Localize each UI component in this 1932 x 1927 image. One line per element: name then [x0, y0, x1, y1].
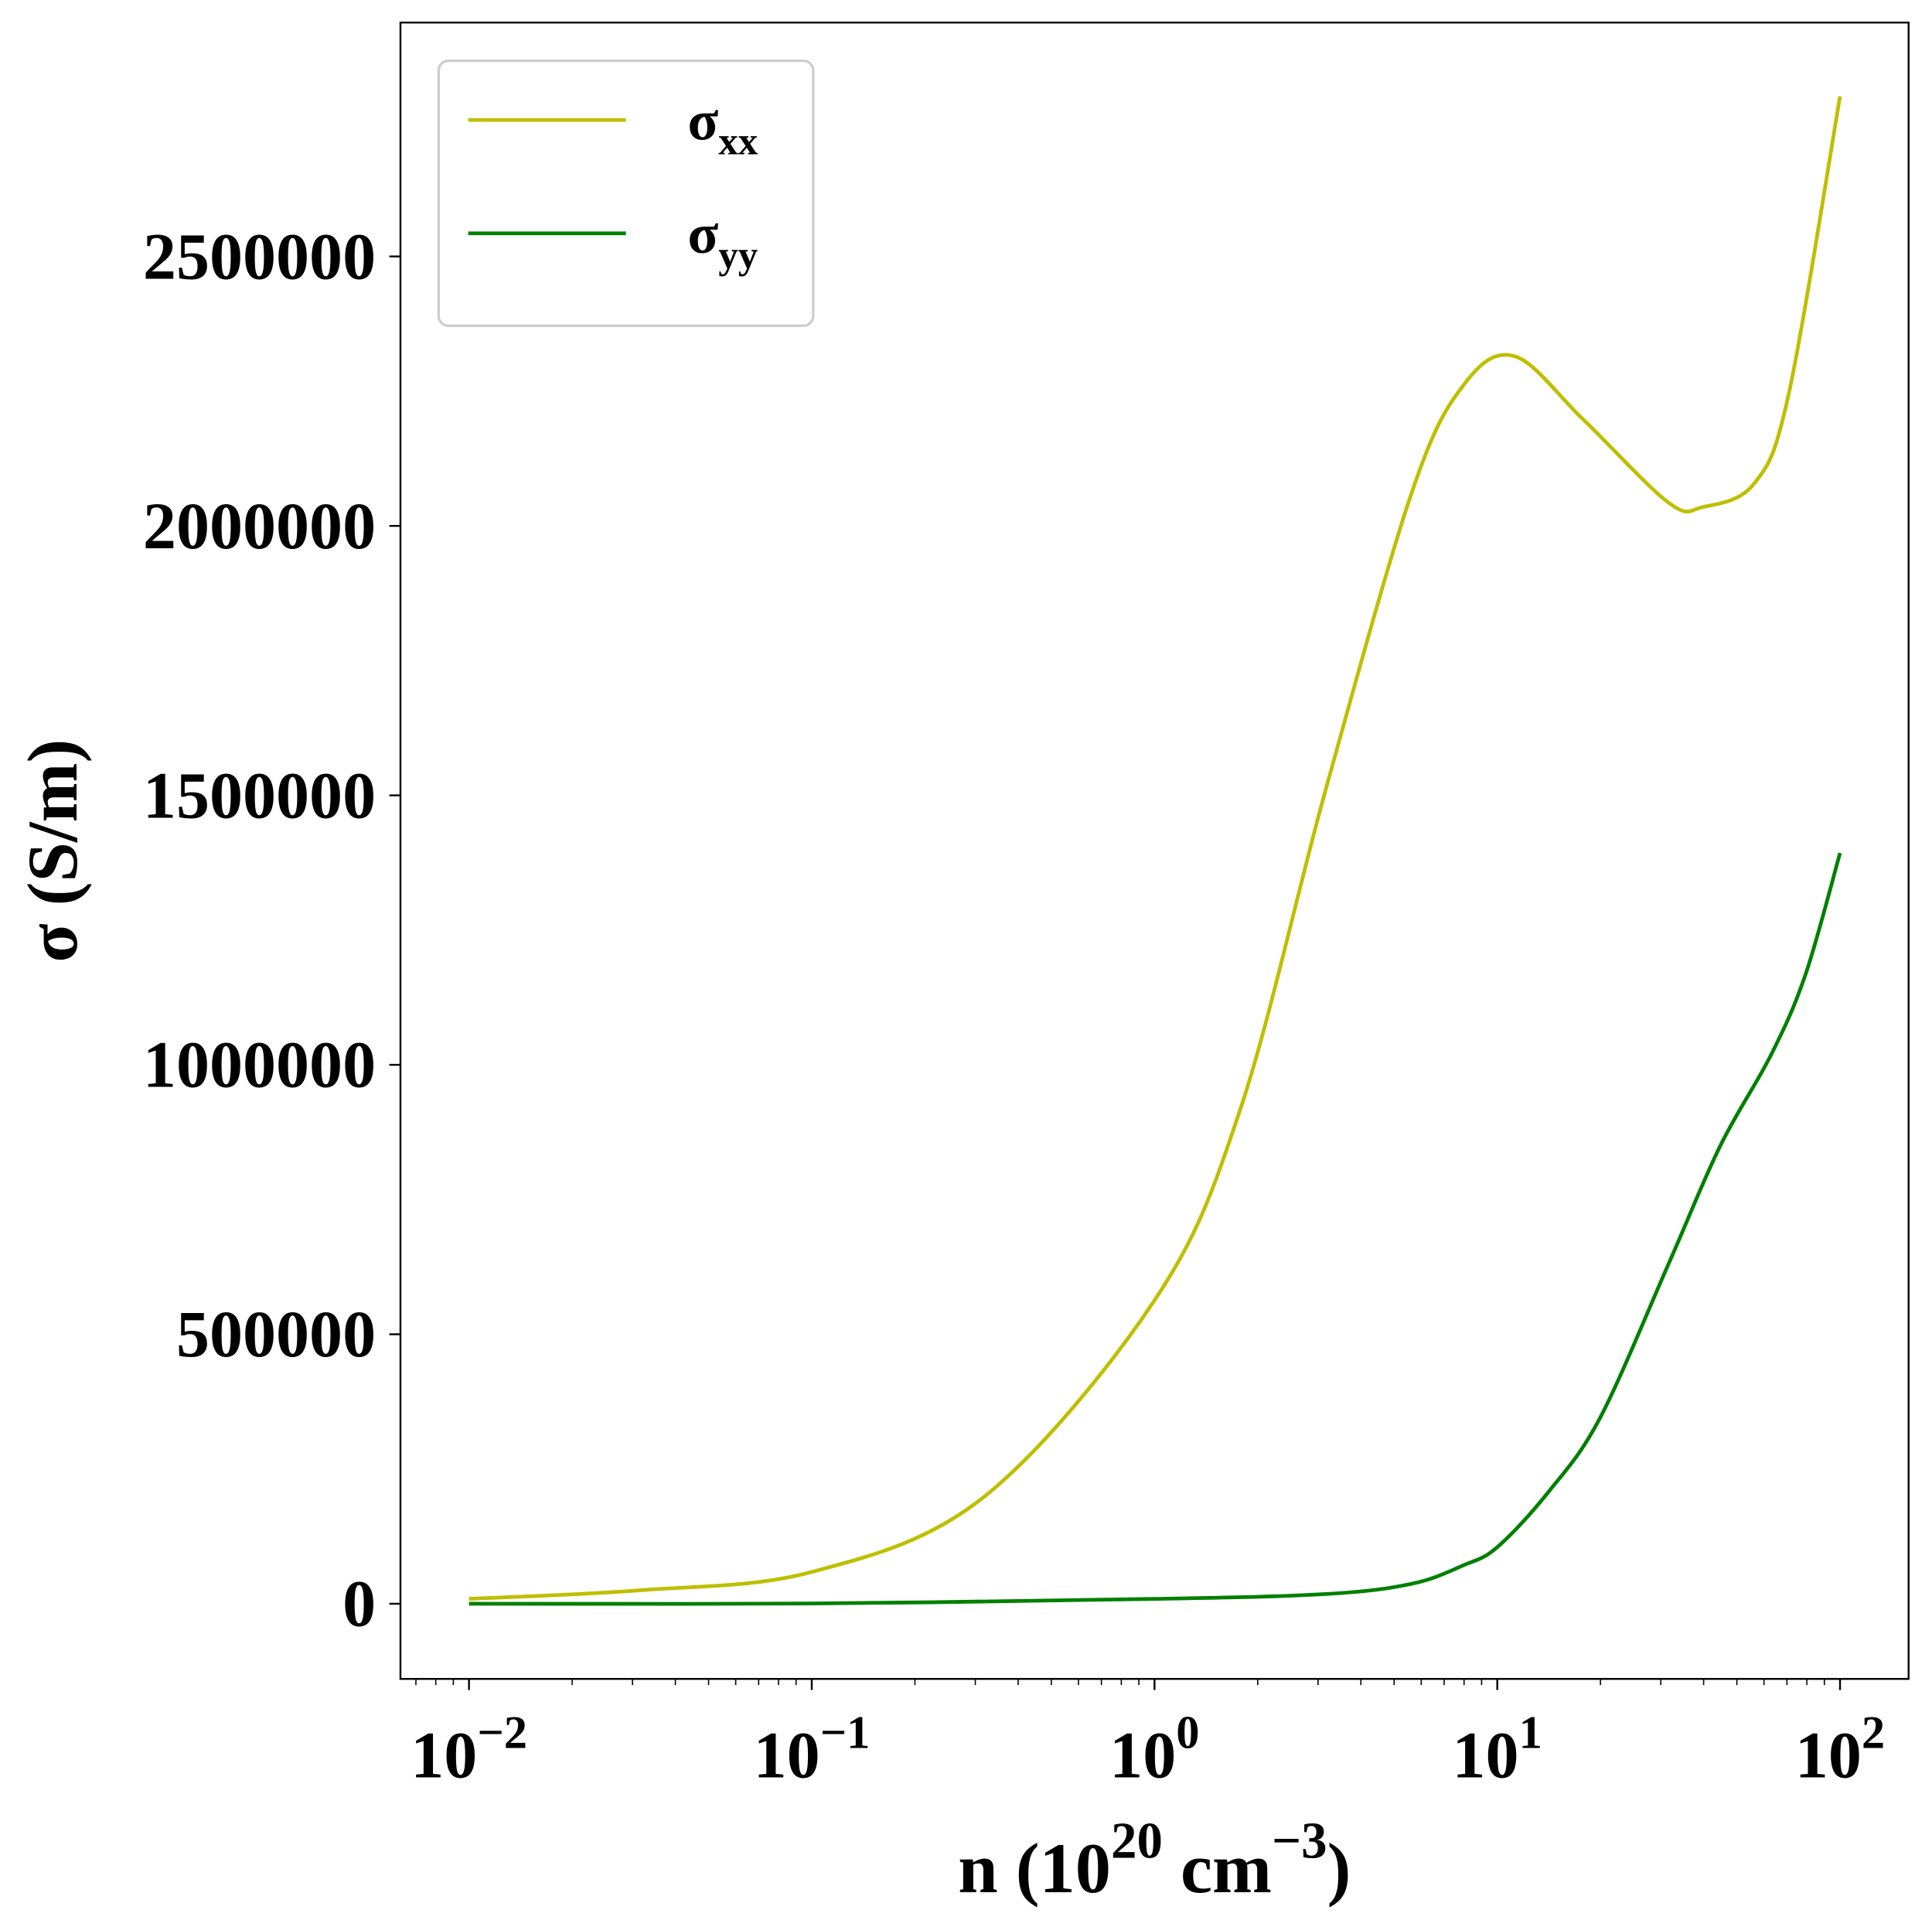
series-line-sigma-xx	[469, 96, 1842, 1601]
x-tick-exponent: 2	[1862, 1707, 1885, 1758]
y-tick-label: 500000	[176, 1297, 376, 1371]
y-tick-label: 0	[342, 1567, 376, 1641]
y-axis-label: σ (S/m)	[13, 739, 92, 963]
x-tick-base: 10	[1453, 1718, 1519, 1792]
x-tick-label: 101	[1453, 1707, 1542, 1792]
x-tick-label: 100	[1109, 1707, 1199, 1792]
y-tick-label: 1000000	[143, 1028, 376, 1102]
x-tick-exponent: 1	[1519, 1707, 1542, 1758]
y-tick-label: 1500000	[143, 758, 376, 832]
x-tick-label: 10−2	[411, 1707, 527, 1792]
x-tick-label: 102	[1795, 1707, 1885, 1792]
x-tick-label: 10−1	[754, 1707, 871, 1792]
series-lines	[469, 96, 1842, 1606]
y-tick-label: 2500000	[143, 219, 376, 293]
y-tick-label: 2000000	[143, 489, 376, 563]
series-line-sigma-yy	[469, 852, 1842, 1606]
legend-box	[437, 59, 815, 327]
x-axis-label: n (1020 cm−3)	[958, 1812, 1351, 1908]
legend-label-sigma-yy: σyy	[687, 203, 758, 277]
x-tick-base: 10	[1795, 1718, 1862, 1792]
x-tick-exponent: −1	[820, 1707, 871, 1758]
legend-label-sigma-xx: σxx	[687, 90, 758, 164]
legend: σxx σyy	[437, 59, 815, 327]
x-tick-base: 10	[1109, 1718, 1176, 1792]
x-tick-exponent: 0	[1176, 1707, 1199, 1758]
x-tick-exponent: −2	[477, 1707, 527, 1758]
x-tick-base: 10	[411, 1718, 477, 1792]
x-tick-base: 10	[754, 1718, 820, 1792]
